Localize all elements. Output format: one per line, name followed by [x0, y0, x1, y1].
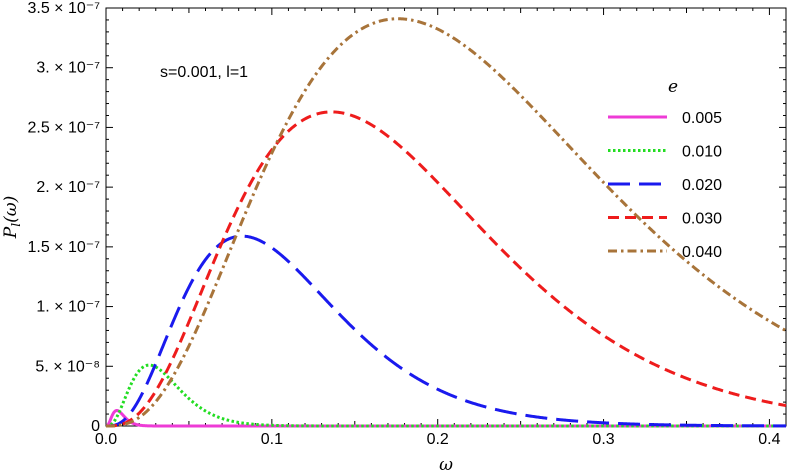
series-0.030-line [105, 110, 787, 428]
x-tick-label: 0.0 [95, 431, 117, 448]
y-tick-label: 3. × 10⁻⁷ [36, 60, 100, 77]
y-tick-label: 1. × 10⁻⁷ [36, 299, 100, 316]
x-tick-label: 0.2 [427, 431, 449, 448]
legend-label-0.005: 0.005 [682, 110, 722, 127]
legend-label-0.030: 0.030 [682, 211, 722, 228]
y-tick-label: 1.5 × 10⁻⁷ [27, 239, 100, 256]
y-tick-label: 3.5 × 10⁻⁷ [27, 0, 100, 17]
legend: e 0.005 0.010 0.020 0.030 0.040 [608, 77, 722, 261]
y-tick-label: 5. × 10⁻⁸ [35, 358, 100, 375]
series-curves [105, 17, 787, 428]
legend-label-0.020: 0.020 [682, 177, 722, 194]
legend-label-0.040: 0.040 [682, 244, 722, 261]
y-tick-label: 2. × 10⁻⁷ [36, 179, 100, 196]
series-0.020-line [105, 234, 787, 428]
x-axis-label: ω [439, 455, 453, 475]
x-tick-label: 0.3 [592, 431, 614, 448]
legend-label-0.010: 0.010 [682, 144, 722, 161]
series-0.040-line [105, 17, 787, 428]
parameter-annotation: s=0.001, l=1 [160, 64, 248, 81]
series-0.010-line [105, 363, 787, 428]
y-tick-label: 2.5 × 10⁻⁷ [27, 119, 100, 136]
y-tick-label: 0 [91, 418, 100, 435]
tick-labels: 0.0 0.1 0.2 0.3 0.4 0 5. × 10⁻⁸ 1. × 10⁻⁷ 1.5 × … [27, 0, 780, 448]
x-tick-label: 0.1 [261, 431, 283, 448]
y-axis-label: Pl(ω) [1, 196, 23, 239]
legend-title: e [668, 77, 678, 97]
x-tick-label: 0.4 [758, 431, 780, 448]
